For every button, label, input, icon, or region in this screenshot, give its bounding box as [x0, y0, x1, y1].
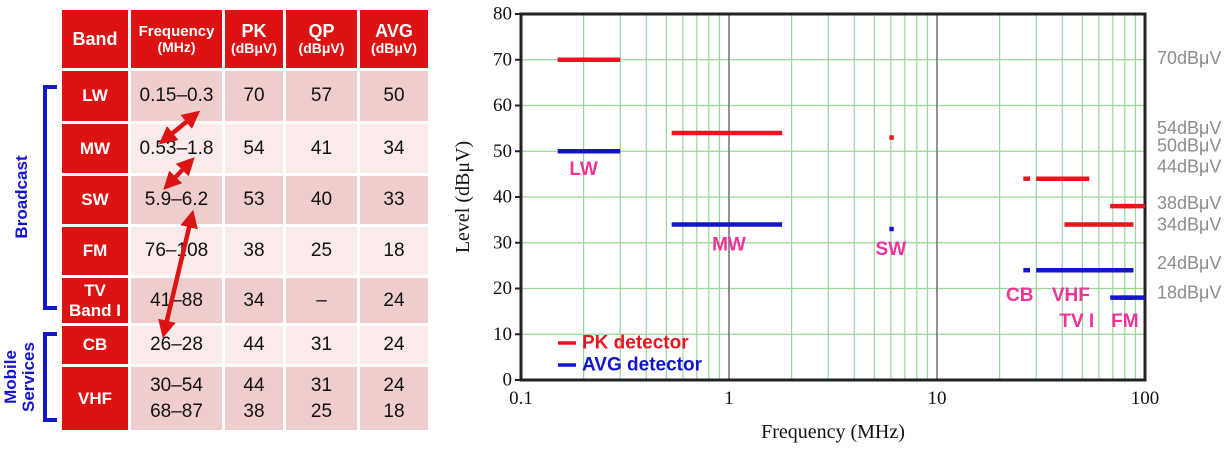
table-row: SW 5.9–6.2 53 40 33: [62, 176, 428, 224]
y-tick-label: 50: [493, 141, 512, 162]
header-avg: AVG (dBμV): [360, 10, 428, 68]
avg-cell: 24: [360, 326, 428, 364]
header-unit: (dBμV): [298, 40, 345, 57]
header-freq: Frequency (MHz): [131, 10, 222, 68]
table-row: VHF 30–54 68–87 44 38 31 25 24 18: [62, 367, 428, 430]
band-label-lw: LW: [569, 159, 598, 180]
band-label-fm: FM: [1111, 311, 1138, 332]
header-qp: QP (dBμV): [286, 10, 357, 68]
emission-limits-table: Band Frequency (MHz) PK (dBμV) QP (dBμV) AVG (dB…: [59, 7, 431, 433]
y-tick-label: 10: [493, 324, 512, 345]
right-level-label: 54dBμV: [1157, 118, 1221, 138]
band-cell-mw: MW: [62, 124, 128, 173]
x-axis-title: Frequency (MHz): [761, 421, 905, 443]
band-cell-sw: SW: [62, 176, 128, 224]
table-row: TV Band I 41–88 34–24: [62, 278, 428, 323]
avg-cell: 24: [360, 278, 428, 323]
right-level-label: 70dBμV: [1157, 48, 1221, 68]
band-label-tv-i: TV I: [1059, 311, 1094, 332]
y-tick-label: 0: [503, 370, 513, 391]
broadcast-bracket: [43, 85, 57, 310]
table-row: MW 0.53–1.8 54 41 34: [62, 124, 428, 173]
band-label-mw: MW: [712, 235, 746, 256]
freq-cell: 76–108: [131, 227, 222, 275]
group-label-mobile-services: Mobile Services: [1, 342, 38, 412]
emission-limits-chart: 0 10 20 30 40 50 60 70 80 0.1 1 10 100 Frequency (MHz…: [455, 4, 1221, 444]
pk-cell: 53: [225, 176, 283, 224]
band-cell-fm: FM: [62, 227, 128, 275]
table-row: CB 26–28 44 31 24: [62, 326, 428, 364]
header-unit: (dBμV): [231, 40, 277, 57]
freq-cell: 26–28: [131, 326, 222, 364]
pk-cell: 38: [225, 227, 283, 275]
freq-cell: 0.15–0.3: [131, 71, 222, 121]
avg-cell: 24 18: [360, 367, 428, 430]
table-header-row: Band Frequency (MHz) PK (dBμV) QP (dBμV) AVG (dB…: [62, 10, 428, 68]
band-label-sw: SW: [876, 239, 907, 260]
right-level-label: 18dBμV: [1157, 283, 1221, 303]
avg-cell: 34: [360, 124, 428, 173]
header-band: Band: [62, 10, 128, 68]
legend-label: AVG detector: [582, 355, 703, 376]
table-row: FM 76–108 38 25 18: [62, 227, 428, 275]
group-label-broadcast: Broadcast: [12, 155, 31, 239]
qp-cell: 31 25: [286, 367, 357, 430]
y-tick-label: 60: [493, 95, 512, 116]
band-label-cb: CB: [1006, 285, 1033, 306]
right-level-label: 50dBμV: [1157, 135, 1221, 155]
freq-cell: 0.53–1.8: [131, 124, 222, 173]
qp-cell: 41: [286, 124, 357, 173]
y-tick-label: 40: [493, 187, 512, 208]
qp-cell: –: [286, 278, 357, 323]
freq-cell: 41–88: [131, 278, 222, 323]
avg-cell: 33: [360, 176, 428, 224]
right-level-label: 34dBμV: [1157, 214, 1221, 234]
pk-cell: 70: [225, 71, 283, 121]
band-cell-tv: TV Band I: [62, 278, 128, 323]
x-tick-label: 1: [724, 388, 734, 409]
y-tick-label: 80: [493, 4, 512, 25]
pk-cell: 44: [225, 326, 283, 364]
pk-cell: 44 38: [225, 367, 283, 430]
x-tick-label: 10: [928, 388, 947, 409]
mobile-services-bracket: [43, 332, 57, 422]
x-tick-label: 100: [1131, 388, 1160, 409]
y-axis-title: Level (dBμV): [455, 141, 474, 253]
freq-cell: 30–54 68–87: [131, 367, 222, 430]
y-tick-label: 20: [493, 278, 512, 299]
right-level-label: 44dBμV: [1157, 157, 1221, 177]
header-unit: (MHz): [157, 38, 196, 55]
qp-cell: 57: [286, 71, 357, 121]
avg-cell: 50: [360, 71, 428, 121]
pk-cell: 54: [225, 124, 283, 173]
qp-cell: 31: [286, 326, 357, 364]
avg-cell: 18: [360, 227, 428, 275]
right-level-label: 38dBμV: [1157, 193, 1221, 213]
pk-cell: 34: [225, 278, 283, 323]
band-cell-lw: LW: [62, 71, 128, 121]
header-pk: PK (dBμV): [225, 10, 283, 68]
band-label-vhf: VHF: [1052, 285, 1090, 306]
freq-cell: 5.9–6.2: [131, 176, 222, 224]
table-row: LW 0.15–0.3 70 57 50: [62, 71, 428, 121]
y-tick-label: 30: [493, 232, 512, 253]
header-unit: (dBμV): [371, 40, 417, 57]
x-tick-label: 0.1: [509, 388, 533, 409]
band-cell-vhf: VHF: [62, 367, 128, 430]
right-level-label: 24dBμV: [1157, 253, 1221, 273]
band-cell-cb: CB: [62, 326, 128, 364]
qp-cell: 25: [286, 227, 357, 275]
y-tick-label: 70: [493, 49, 512, 70]
qp-cell: 40: [286, 176, 357, 224]
legend-label: PK detector: [582, 333, 689, 354]
